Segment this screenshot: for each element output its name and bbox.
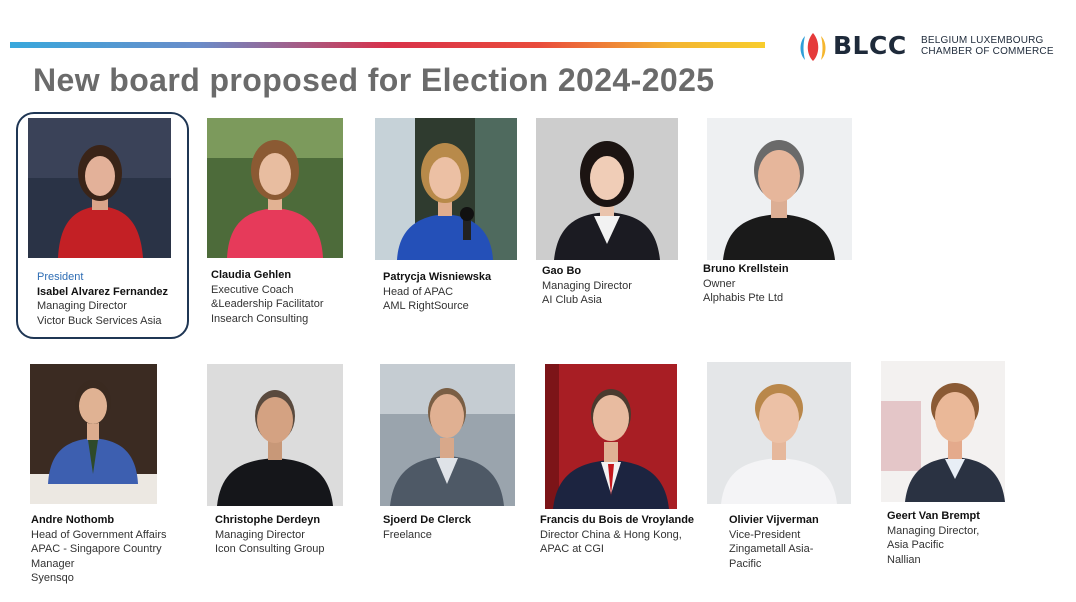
- member-photo: [545, 364, 677, 509]
- member-photo: [28, 118, 171, 258]
- member-caption: Claudia Gehlen Executive Coach &Leadersh…: [211, 268, 324, 326]
- member-title-line: Managing Director,: [887, 524, 980, 537]
- member-name: Patrycja Wisniewska: [383, 271, 492, 283]
- member-name: Claudia Gehlen: [211, 269, 292, 281]
- member-caption: Sjoerd De Clerck Freelance: [383, 513, 471, 542]
- member-photo: [375, 118, 517, 260]
- member-company-line: Icon Consulting Group: [215, 543, 325, 555]
- member-caption: Christophe Derdeyn Managing Director Ico…: [215, 513, 324, 557]
- member-company-line: Insearch Consulting: [211, 312, 309, 325]
- member-caption: Olivier Vijverman Vice-President Zingame…: [729, 513, 819, 571]
- member-company-line: AML RightSource: [383, 300, 469, 312]
- member-photo: [536, 118, 678, 260]
- member-name: Andre Nothomb: [31, 514, 115, 526]
- member-name: Geert Van Brempt: [887, 510, 980, 522]
- member-title-line: Head of APAC: [383, 285, 454, 298]
- member-caption: Bruno Krellstein Owner Alphabis Pte Ltd: [703, 262, 789, 306]
- member-photo: [881, 361, 1005, 502]
- logo-subtitle-line2: CHAMBER OF COMMERCE: [921, 46, 1054, 57]
- member-title-line: Vice-President: [729, 528, 801, 541]
- member-title-line: APAC - Singapore Country: [31, 543, 162, 555]
- member-photo: [380, 364, 515, 506]
- member-company-line: Zingametall Asia-: [729, 543, 814, 555]
- page-title: New board proposed for Election 2024-202…: [33, 62, 715, 98]
- member-photo: [707, 118, 852, 260]
- member-title-line: Director China & Hong Kong,: [540, 528, 682, 541]
- blcc-logo: BLCC BELGIUM LUXEMBOURG CHAMBER OF COMME…: [797, 30, 1054, 62]
- member-photo: [207, 364, 343, 506]
- member-title-line: Managing Director: [542, 279, 632, 292]
- member-title-line: Head of Government Affairs: [31, 528, 167, 541]
- member-photo: [207, 118, 343, 258]
- member-company-line: Victor Buck Services Asia: [37, 314, 162, 327]
- member-company-line: Pacific: [729, 557, 762, 570]
- member-caption: Geert Van Brempt Managing Director, Asia…: [887, 509, 980, 567]
- member-company-line: Syensqo: [31, 572, 74, 584]
- member-name: Francis du Bois de Vroylande: [540, 514, 695, 526]
- member-company-line: Nallian: [887, 553, 921, 566]
- member-company-line: AI Club Asia: [542, 294, 602, 306]
- member-name: Gao Bo: [542, 265, 582, 277]
- president-label: President: [37, 271, 84, 283]
- member-photo: [707, 362, 851, 504]
- member-title-line: Manager: [31, 557, 75, 570]
- member-caption: Andre Nothomb Head of Government Affairs…: [31, 513, 167, 586]
- logo-brand: BLCC: [833, 31, 907, 60]
- member-caption: Gao Bo Managing Director AI Club Asia: [542, 264, 632, 308]
- member-title-line: Managing Director: [37, 300, 127, 312]
- member-company-line: Freelance: [383, 528, 432, 541]
- top-gradient-bar: [10, 42, 765, 48]
- member-title-line: Asia Pacific: [887, 539, 944, 551]
- member-photo: [30, 364, 157, 504]
- blcc-flame-logo-icon: [800, 33, 826, 61]
- member-company-line: Alphabis Pte Ltd: [703, 292, 784, 304]
- member-caption: Francis du Bois de Vroylande Director Ch…: [540, 513, 694, 557]
- member-title-line: Managing Director: [215, 528, 305, 541]
- member-name: Bruno Krellstein: [703, 263, 789, 275]
- member-name: Olivier Vijverman: [729, 514, 819, 526]
- member-name: Christophe Derdeyn: [215, 514, 321, 526]
- logo-subtitle: BELGIUM LUXEMBOURG CHAMBER OF COMMERCE: [921, 35, 1054, 57]
- president-highlight-frame: [16, 112, 189, 339]
- logo-subtitle-line1: BELGIUM LUXEMBOURG: [921, 35, 1044, 46]
- member-title-line: Owner: [703, 277, 736, 290]
- member-company-line: APAC at CGI: [540, 543, 604, 555]
- member-name: Sjoerd De Clerck: [383, 514, 472, 526]
- member-title-line: Executive Coach: [211, 283, 294, 296]
- member-caption: Patrycja Wisniewska Head of APAC AML Rig…: [383, 270, 491, 314]
- member-name: Isabel Alvarez Fernandez: [37, 285, 169, 298]
- member-title-line: &Leadership Facilitator: [211, 298, 324, 310]
- member-caption: President Isabel Alvarez Fernandez Manag…: [37, 270, 168, 328]
